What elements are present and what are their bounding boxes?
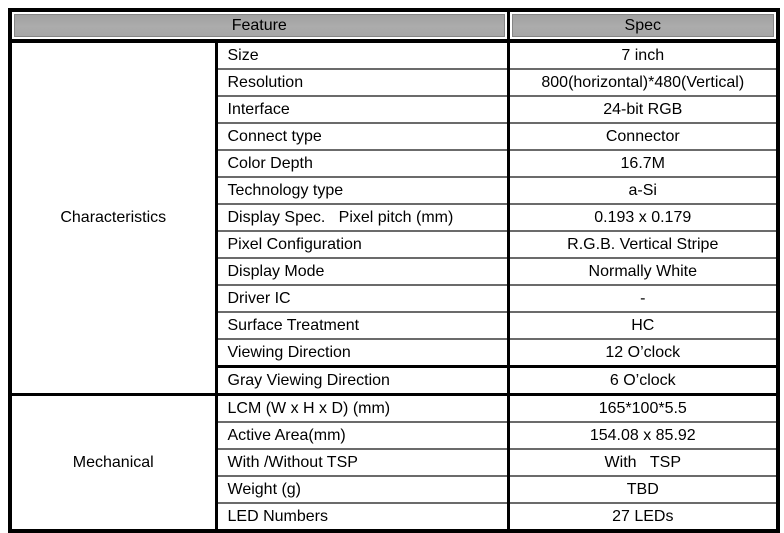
spec-cell: Connector — [508, 122, 779, 150]
spec-cell: 12 O’clock — [508, 338, 779, 367]
spec-cell: 6 O’clock — [508, 365, 779, 395]
feature-cell: Color Depth — [216, 149, 510, 177]
spec-cell: R.G.B. Vertical Stripe — [508, 230, 779, 258]
feature-cell: Driver IC — [216, 284, 510, 312]
feature-cell: Viewing Direction — [216, 338, 510, 367]
table-row: Weight (g) TBD — [10, 475, 779, 503]
header-spec-fill: Spec — [511, 14, 775, 37]
feature-cell: Weight (g) — [216, 475, 510, 503]
table-row: Active Area(mm) 154.08 x 85.92 — [10, 421, 779, 449]
spec-cell: 165*100*5.5 — [508, 393, 779, 422]
table-row: Color Depth 16.7M — [10, 149, 779, 177]
header-feature-label: Feature — [231, 16, 287, 34]
feature-cell: Interface — [216, 95, 510, 123]
table-row: Characteristics Size 7 inch — [10, 41, 778, 395]
header-feature-cell: Feature — [10, 10, 510, 43]
spec-cell: 7 inch — [621, 46, 665, 64]
spec-table: Feature Spec Characteristics Size 7 inch… — [8, 8, 781, 533]
table-row: Driver IC - — [10, 284, 779, 312]
spec-cell: 800(horizontal)*480(Vertical) — [508, 68, 779, 96]
page: Feature Spec Characteristics Size 7 inch… — [8, 8, 781, 533]
feature-cell: Gray Viewing Direction — [216, 365, 510, 395]
spec-cell: 16.7M — [508, 149, 779, 177]
section-label-characteristics: Characteristics — [10, 41, 218, 395]
feature-cell: Connect type — [216, 122, 510, 150]
header-feature-fill: Feature — [14, 14, 505, 37]
spec-cell: 0.193 x 0.179 — [508, 203, 779, 231]
table-row: Gray Viewing Direction 6 O’clock — [10, 365, 779, 395]
feature-cell: Pixel Configuration — [216, 230, 510, 258]
feature-cell: Resolution — [216, 68, 510, 96]
header-spec-cell: Spec — [508, 10, 779, 43]
table-row: Resolution 800(horizontal)*480(Vertical) — [10, 68, 779, 96]
table-row: Viewing Direction 12 O’clock — [10, 338, 779, 367]
feature-cell: Size — [216, 41, 510, 69]
feature-cell: LCM (W x H x D) (mm) — [216, 393, 510, 422]
table-row: Display Mode Normally White — [10, 257, 779, 285]
spec-cell: 154.08 x 85.92 — [508, 421, 779, 449]
header-spec-label: Spec — [624, 16, 661, 34]
spec-cell: 24-bit RGB — [508, 95, 779, 123]
feature-cell: Active Area(mm) — [216, 421, 510, 449]
feature-cell: With /Without TSP — [216, 448, 510, 476]
spec-cell: With TSP — [508, 448, 779, 476]
section-label-mechanical: Mechanical — [10, 393, 218, 531]
table-row: Interface 24-bit RGB — [10, 95, 779, 123]
spec-cell: Normally White — [508, 257, 779, 285]
feature-cell: Technology type — [216, 176, 510, 204]
table-row: Surface Treatment HC — [10, 311, 779, 339]
feature-cell: Display Mode — [216, 257, 510, 285]
feature-cell: LED Numbers — [216, 502, 510, 531]
spec-cell: 27 LEDs — [508, 502, 779, 531]
table-row: Technology type a-Si — [10, 176, 779, 204]
spec-cell: - — [508, 284, 779, 312]
spec-cell: HC — [508, 311, 779, 339]
feature-cell: Surface Treatment — [216, 311, 510, 339]
table-row: Connect type Connector — [10, 122, 779, 150]
table-row: Display Spec. Pixel pitch (mm) 0.193 x 0… — [10, 203, 779, 231]
table-row: Pixel Configuration R.G.B. Vertical Stri… — [10, 230, 779, 258]
feature-cell: Display Spec. Pixel pitch (mm) — [216, 203, 510, 231]
spec-cell: TBD — [508, 475, 779, 503]
table-row: With /Without TSP With TSP — [10, 448, 779, 476]
spec-cell: a-Si — [508, 176, 779, 204]
header-row: Feature Spec — [10, 10, 779, 43]
table-row: Mechanical LCM (W x H x D) (mm) 165*100*… — [10, 393, 779, 531]
